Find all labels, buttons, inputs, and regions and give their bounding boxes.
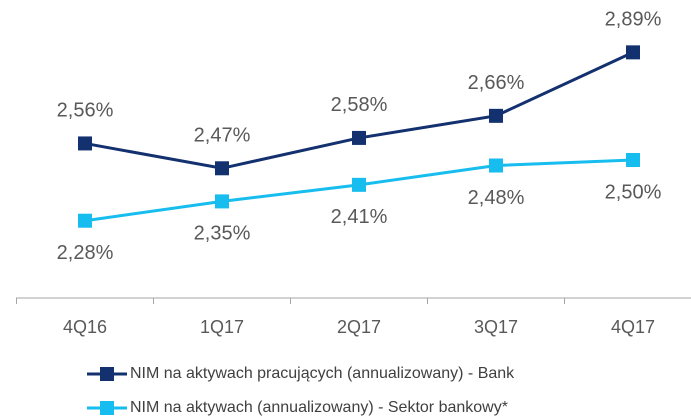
data-label: 2,48% [468, 187, 525, 209]
x-tick-label: 2Q17 [337, 317, 381, 337]
point [352, 130, 366, 145]
legend-label: NIM na aktywach (annualizowany) - Sektor… [130, 399, 508, 416]
data-label: 2,58% [331, 94, 388, 116]
point [352, 177, 366, 192]
data-label: 2,50% [605, 181, 662, 203]
x-tick-label: 4Q16 [63, 317, 107, 337]
legend-marker [100, 367, 114, 381]
legend-marker [100, 401, 114, 415]
x-tick-label: 3Q17 [474, 317, 518, 337]
x-tick-label: 1Q17 [200, 317, 244, 337]
point [489, 108, 503, 123]
data-label: 2,28% [57, 242, 114, 264]
point [78, 213, 92, 228]
point [626, 153, 640, 167]
x-tick-label: 4Q17 [611, 317, 655, 337]
point [215, 161, 229, 176]
data-label: 2,35% [194, 223, 251, 245]
data-label: 2,66% [468, 72, 525, 94]
point [489, 158, 503, 173]
point [78, 136, 92, 151]
data-label: 2,89% [605, 9, 662, 31]
data-label: 2,47% [194, 125, 251, 147]
data-label: 2,56% [57, 100, 114, 122]
legend-label: NIM na aktywach pracujących (annualizowa… [130, 365, 515, 382]
point [215, 194, 229, 209]
point [626, 45, 640, 60]
data-label: 2,41% [331, 206, 388, 228]
